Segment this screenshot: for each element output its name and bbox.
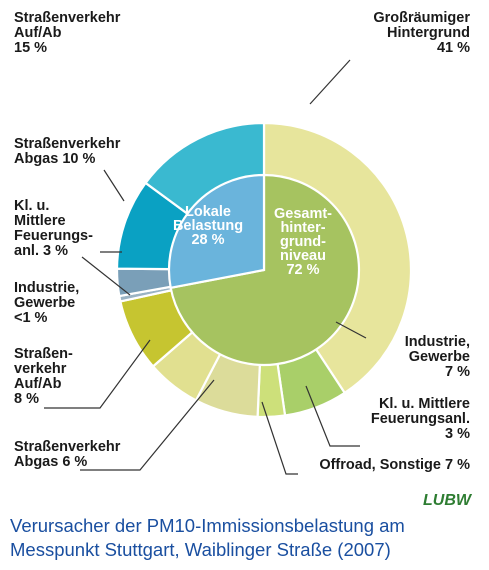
label-offroad: Offroad, Sonstige 7 % — [319, 457, 470, 473]
label-grossraeumig-line: Großräumiger — [373, 10, 470, 26]
label-inner-hintergrund-line: hinter- — [280, 220, 325, 236]
label-industrie_h-line: Industrie, — [405, 334, 470, 350]
label-aufab_l: Straßenverkehr Auf/Ab 15 % — [14, 10, 121, 56]
label-inner-hintergrund-line: niveau — [280, 248, 326, 264]
label-abgas_h-line: Straßenverkehr — [14, 439, 121, 455]
label-kl_feuerung_l-line: Feuerungs- — [14, 228, 93, 244]
pm10-donut-chart: Großräumiger Hintergrund 41 % Straßenverkeh… — [14, 10, 470, 475]
label-aufab_l-line: 15 % — [14, 40, 47, 56]
lubw-logo: LUBW — [423, 492, 473, 509]
svg-text:LUBW: LUBW — [423, 492, 473, 509]
label-industrie_l-line: Industrie, — [14, 280, 79, 296]
label-aufab_h-line: Straßen- — [14, 346, 73, 362]
leader-aufab_h — [44, 339, 151, 409]
label-abgas_h: Straßenverkehr Abgas 6 % — [14, 439, 121, 470]
label-industrie_h: Industrie, Gewerbe 7 % — [405, 334, 470, 380]
leader-industrie_l — [81, 256, 131, 296]
label-offroad-line: Offroad, Sonstige 7 % — [319, 457, 470, 473]
label-abgas_l-line: Straßenverkehr — [14, 136, 121, 152]
label-inner-hintergrund-line: grund- — [280, 234, 326, 250]
label-inner-lokal: Lokale Belastung 28 % — [173, 204, 243, 248]
label-inner-hintergrund-line: Gesamt- — [274, 206, 332, 222]
label-inner-lokal-line: Lokale — [185, 204, 231, 220]
label-kl_feuerung_h-line: Kl. u. Mittlere — [379, 396, 470, 412]
leader-lines — [44, 59, 367, 475]
label-abgas_h-line: Abgas 6 % — [14, 454, 87, 470]
label-aufab_l-line: Straßenverkehr — [14, 10, 121, 26]
label-aufab_h-line: 8 % — [14, 391, 39, 407]
label-industrie_l-line: <1 % — [14, 310, 48, 326]
label-industrie_h-line: 7 % — [445, 364, 470, 380]
label-inner-lokal-line: Belastung — [173, 218, 243, 234]
leader-kl_feuerung_h — [305, 385, 360, 447]
leader-abgas_l — [103, 169, 125, 202]
inner-slice-lokal — [167, 173, 266, 290]
leader-abgas_h — [80, 379, 215, 471]
label-kl_feuerung_l: Kl. u. Mittlere Feuerungs-anl. 3 % — [14, 198, 93, 259]
label-abgas_l: Straßenverkehr Abgas 10 % — [14, 136, 121, 167]
caption-line-2: Messpunkt Stuttgart, Waiblinger Straße (… — [10, 539, 391, 560]
label-industrie_h-line: Gewerbe — [409, 349, 470, 365]
inner-ring — [167, 173, 361, 367]
label-grossraeumig: Großräumiger Hintergrund 41 % — [373, 10, 470, 56]
label-aufab_h: Straßen-verkehr Auf/Ab 8 % — [14, 346, 73, 407]
label-kl_feuerung_l-line: Mittlere — [14, 213, 66, 229]
label-inner-lokal-line: 28 % — [191, 232, 224, 248]
label-abgas_l-line: Abgas 10 % — [14, 151, 95, 167]
label-kl_feuerung_h-line: 3 % — [445, 426, 470, 442]
label-grossraeumig-line: 41 % — [437, 40, 470, 56]
label-kl_feuerung_l-line: Kl. u. — [14, 198, 49, 214]
label-aufab_l-line: Auf/Ab — [14, 25, 62, 41]
label-kl_feuerung_l-line: anl. 3 % — [14, 243, 68, 259]
caption-line-1: Verursacher der PM10-Immissionsbelastung… — [10, 515, 405, 536]
label-inner-hintergrund-line: 72 % — [286, 262, 319, 278]
leader-grossraeumig — [309, 59, 351, 105]
label-grossraeumig-line: Hintergrund — [387, 25, 470, 41]
chart-caption: Verursacher der PM10-Immissionsbelastung… — [10, 514, 480, 562]
label-industrie_l-line: Gewerbe — [14, 295, 75, 311]
leader-industrie_h — [335, 321, 367, 339]
label-kl_feuerung_h-line: Feuerungsanl. — [371, 411, 470, 427]
label-aufab_h-line: verkehr — [14, 361, 67, 377]
label-kl_feuerung_h: Kl. u. Mittlere Feuerungsanl. 3 % — [371, 396, 470, 442]
leader-offroad — [261, 401, 298, 475]
label-aufab_h-line: Auf/Ab — [14, 376, 62, 392]
slice-labels: Großräumiger Hintergrund 41 % Straßenverkeh… — [14, 10, 470, 473]
label-inner-hintergrund: Gesamt-hinter-grund-niveau 72 % — [274, 206, 332, 278]
label-industrie_l: Industrie, Gewerbe <1 % — [14, 280, 79, 326]
